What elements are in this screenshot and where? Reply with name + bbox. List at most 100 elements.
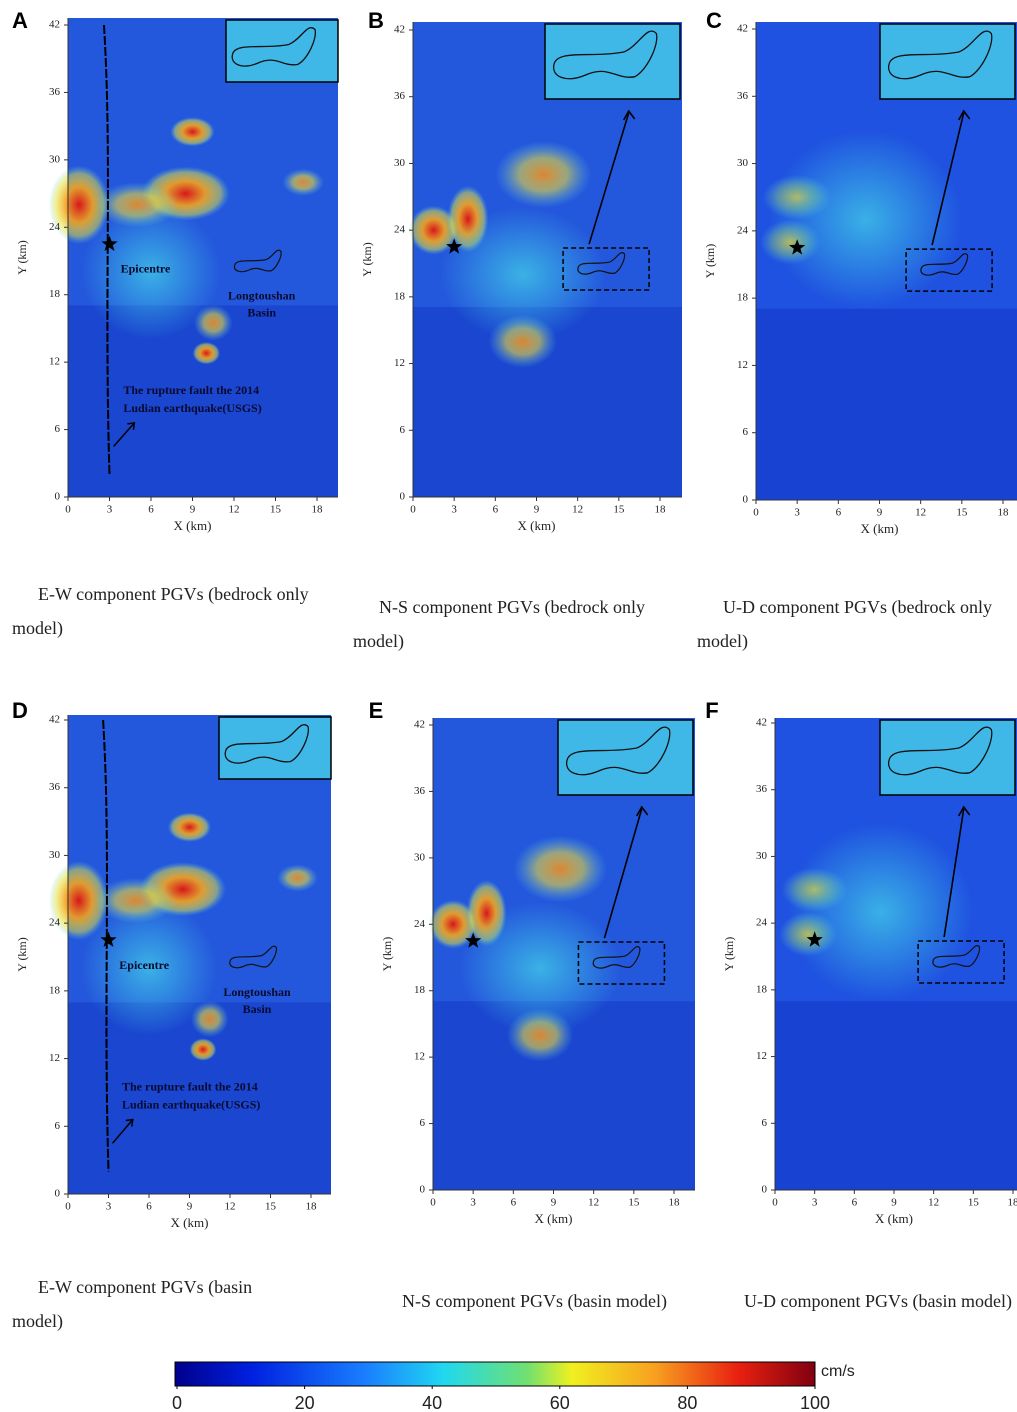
x-tick-label: 9 xyxy=(187,1201,193,1213)
y-tick-label: 24 xyxy=(49,917,61,929)
basin-outline xyxy=(920,253,969,276)
basin-label: Longtoushan xyxy=(223,985,291,999)
y-tick-label: 24 xyxy=(394,224,406,236)
y-tick-label: 36 xyxy=(756,783,768,795)
y-tick-label: 30 xyxy=(414,851,426,863)
y-tick-label: 36 xyxy=(394,90,406,102)
y-tick-label: 30 xyxy=(49,153,61,165)
y-tick-label: 36 xyxy=(49,86,61,98)
y-axis-label: Y (km) xyxy=(360,242,374,277)
y-tick-label: 6 xyxy=(420,1117,426,1129)
basin-outline xyxy=(932,945,981,968)
inset-arrowhead xyxy=(958,109,971,121)
colorbar-tick-label: 60 xyxy=(550,1393,570,1412)
x-tick-label: 3 xyxy=(107,504,113,516)
colorbar xyxy=(174,1361,816,1387)
fault-label: Ludian earthquake(USGS) xyxy=(122,1098,260,1112)
panel-caption: N-S component PGVs (bedrock only model) xyxy=(353,597,645,651)
y-tick-label: 30 xyxy=(49,849,61,861)
y-tick-label: 6 xyxy=(400,424,406,436)
x-axis-label: X (km) xyxy=(174,518,212,533)
y-tick-label: 36 xyxy=(737,90,749,102)
y-tick-label: 6 xyxy=(762,1117,768,1129)
rupture-fault xyxy=(102,24,111,475)
basin-label: Longtoushan xyxy=(228,289,296,303)
pgv-hotspot xyxy=(49,861,109,941)
x-tick-label: 3 xyxy=(451,504,457,516)
pgv-hotspot xyxy=(428,899,478,949)
x-tick-label: 3 xyxy=(470,1197,476,1209)
y-tick-label: 12 xyxy=(414,1051,425,1063)
y-tick-label: 36 xyxy=(414,785,426,797)
epicentre-star xyxy=(806,931,823,947)
y-tick-label: 42 xyxy=(414,719,425,731)
y-axis-label: Y (km) xyxy=(15,240,29,275)
rupture-fault xyxy=(102,719,110,1172)
epicentre-label: Epicentre xyxy=(121,262,171,276)
colorbar-tick-label: 40 xyxy=(422,1393,442,1412)
basin-highlight-box xyxy=(905,248,993,292)
panel-letter: F xyxy=(705,698,718,723)
inset-box xyxy=(557,719,694,796)
x-tick-label: 18 xyxy=(312,504,324,516)
colorbar-tick-label: 100 xyxy=(800,1393,830,1412)
basin-outline xyxy=(577,252,626,275)
y-tick-label: 12 xyxy=(49,356,60,368)
y-tick-label: 18 xyxy=(737,292,749,304)
fault-arrowhead xyxy=(127,421,136,430)
x-tick-label: 9 xyxy=(534,504,540,516)
y-tick-label: 18 xyxy=(394,290,406,302)
y-tick-label: 0 xyxy=(743,494,749,506)
inset-arrowhead xyxy=(623,109,636,121)
pgv-hotspot xyxy=(282,168,324,196)
fault-label: Ludian earthquake(USGS) xyxy=(123,401,261,415)
x-axis-label: X (km) xyxy=(875,1211,913,1226)
y-tick-label: 24 xyxy=(414,918,426,930)
fault-label: The rupture fault the 2014 xyxy=(123,383,259,397)
panel-caption: E-W component PGVs (basin model) xyxy=(12,1277,253,1331)
y-axis-label: Y (km) xyxy=(703,244,717,279)
x-axis-label: X (km) xyxy=(535,1211,573,1226)
x-tick-label: 6 xyxy=(493,504,499,516)
pgv-hotspot xyxy=(495,141,592,208)
x-tick-label: 6 xyxy=(146,1201,152,1213)
basin-outline xyxy=(592,946,641,969)
x-tick-label: 18 xyxy=(306,1201,318,1213)
colorbar-tick-label: 80 xyxy=(677,1393,697,1412)
x-tick-label: 3 xyxy=(794,507,800,519)
x-tick-label: 9 xyxy=(190,504,196,516)
pgv-hotspot xyxy=(788,823,974,1001)
x-tick-label: 18 xyxy=(669,1197,681,1209)
inset-arrowhead xyxy=(958,805,971,817)
y-tick-label: 0 xyxy=(55,491,61,503)
colorbar-unit: cm/s xyxy=(821,1363,855,1380)
inset-basin xyxy=(888,726,993,776)
epicentre-star xyxy=(789,239,806,255)
epicentre-label: Epicentre xyxy=(119,958,169,972)
inset-arrow xyxy=(931,112,965,246)
basin-highlight-box xyxy=(577,941,666,985)
y-tick-label: 12 xyxy=(49,1052,60,1064)
panel-caption: E-W component PGVs (bedrock only model) xyxy=(12,584,309,638)
pgv-hotspot xyxy=(81,900,217,1036)
inset-box xyxy=(225,19,339,83)
colorbar-tick-label: 0 xyxy=(172,1393,182,1412)
pgv-hotspot xyxy=(170,117,215,147)
x-tick-label: 9 xyxy=(877,507,883,519)
y-tick-label: 30 xyxy=(394,157,406,169)
y-tick-label: 42 xyxy=(49,714,60,726)
x-tick-label: 18 xyxy=(655,504,667,516)
pgv-hotspot xyxy=(440,207,606,342)
y-tick-label: 42 xyxy=(394,24,405,36)
panel-letter: E xyxy=(369,698,384,723)
epicentre-star xyxy=(446,238,463,254)
x-tick-label: 15 xyxy=(968,1197,980,1209)
basin-outline xyxy=(229,945,278,969)
inset-basin xyxy=(566,726,671,776)
x-tick-label: 0 xyxy=(65,504,71,516)
pgv-hotspot xyxy=(192,341,221,365)
fault-arrow xyxy=(113,422,135,447)
